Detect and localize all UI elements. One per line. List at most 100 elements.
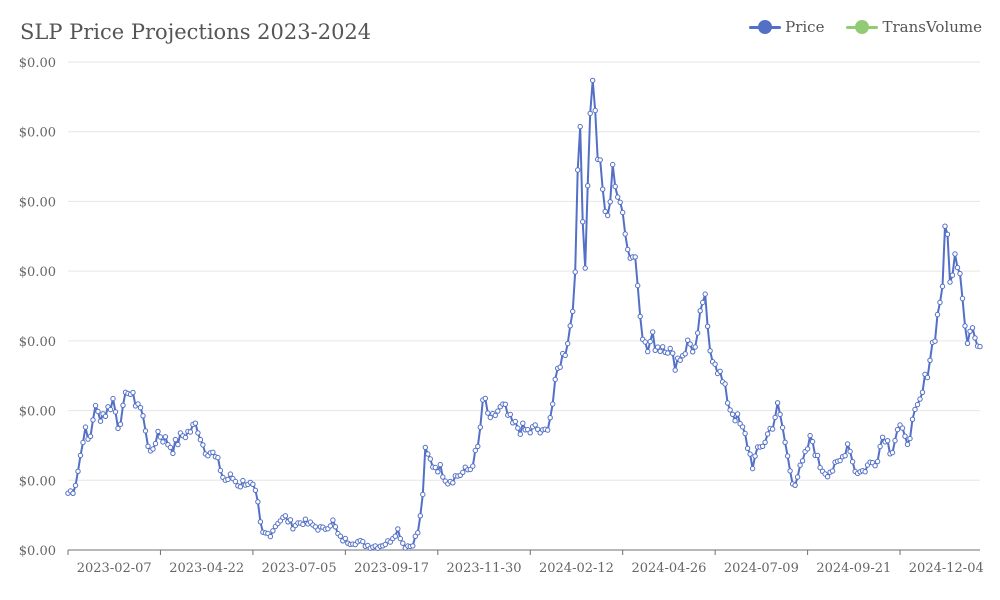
price-point: [782, 439, 788, 445]
price-point: [422, 444, 428, 451]
price-point: [80, 439, 86, 446]
legend-swatch-transvolume: [846, 20, 879, 34]
price-point: [470, 463, 476, 469]
price-point: [602, 208, 608, 215]
price-point: [90, 417, 96, 423]
price-point: [512, 418, 518, 425]
price-point: [600, 186, 606, 192]
price-point: [572, 269, 578, 275]
price-point: [729, 411, 736, 417]
price-point: [195, 430, 201, 436]
price-point: [252, 487, 259, 493]
price-point: [685, 337, 691, 343]
price-point: [437, 461, 443, 468]
price-point: [597, 157, 603, 163]
price-point: [535, 426, 541, 432]
price-point: [902, 433, 908, 439]
price-point: [237, 484, 244, 490]
price-point: [934, 311, 941, 318]
price-point: [650, 329, 656, 335]
price-point: [432, 464, 438, 471]
price-point: [655, 344, 661, 350]
price-point: [337, 533, 344, 539]
price-point: [495, 408, 501, 414]
legend-item-transvolume[interactable]: TransVolume: [846, 18, 982, 36]
price-point: [487, 414, 493, 421]
price-point: [107, 406, 114, 413]
legend-label-transvolume: TransVolume: [882, 18, 982, 36]
price-point: [95, 408, 101, 415]
price-point: [327, 523, 334, 529]
price-point: [759, 443, 766, 449]
price-point: [70, 490, 76, 496]
price-point: [879, 434, 886, 440]
price-point: [959, 295, 966, 302]
price-point: [215, 454, 221, 461]
price-point: [682, 351, 688, 357]
price-point: [742, 430, 748, 437]
price-point: [620, 209, 626, 216]
price-point: [894, 426, 901, 433]
price-point: [947, 279, 953, 285]
price-point: [672, 367, 678, 373]
price-point: [580, 219, 586, 225]
price-point: [612, 183, 618, 190]
price-point: [847, 448, 853, 455]
price-point: [749, 465, 756, 472]
price-point: [227, 471, 234, 477]
price-point: [617, 199, 623, 206]
price-line: [67, 79, 981, 550]
price-point: [899, 425, 906, 431]
price-point: [804, 446, 811, 452]
price-point: [939, 283, 946, 290]
legend-item-price[interactable]: Price: [749, 18, 824, 36]
price-point: [550, 401, 556, 407]
price-point: [72, 482, 79, 489]
price-point: [97, 418, 104, 424]
price-point: [747, 451, 753, 457]
price-point: [592, 107, 598, 114]
price-point: [665, 350, 671, 356]
y-tick-label: $0.00: [19, 335, 56, 350]
price-point: [917, 396, 923, 402]
price-point: [477, 424, 483, 430]
price-point: [87, 433, 94, 439]
price-point: [267, 533, 274, 540]
price-point: [690, 349, 696, 355]
price-point: [400, 540, 406, 546]
price-point: [257, 519, 264, 525]
price-point: [632, 254, 638, 260]
chart-title: SLP Price Projections 2023-2024: [20, 20, 372, 44]
price-point: [797, 462, 803, 468]
price-point: [762, 439, 768, 445]
price-point: [140, 413, 146, 419]
price-point: [552, 376, 558, 383]
price-point: [849, 459, 856, 465]
price-point: [647, 338, 653, 345]
price-point: [255, 499, 261, 505]
price-point: [532, 422, 538, 428]
price-point: [657, 348, 663, 354]
price-point: [779, 424, 786, 431]
price-point: [969, 325, 976, 331]
price-point: [817, 464, 823, 471]
price-point: [332, 524, 339, 530]
price-point: [225, 476, 231, 483]
x-tick-label: 2023-09-17: [354, 561, 429, 576]
price-point: [807, 432, 813, 439]
price-point: [727, 407, 733, 413]
price-point: [282, 513, 289, 519]
price-point: [964, 340, 971, 346]
price-point: [475, 443, 481, 450]
price-point: [130, 389, 136, 396]
price-point: [712, 361, 718, 367]
price-point: [200, 442, 206, 448]
x-tick-label: 2023-04-22: [169, 561, 244, 576]
price-point: [677, 357, 683, 363]
price-point: [145, 443, 151, 449]
price-point: [92, 402, 99, 409]
x-tick-label: 2024-07-09: [724, 561, 799, 576]
y-tick-label: $0.00: [19, 195, 56, 210]
price-point: [829, 468, 836, 474]
